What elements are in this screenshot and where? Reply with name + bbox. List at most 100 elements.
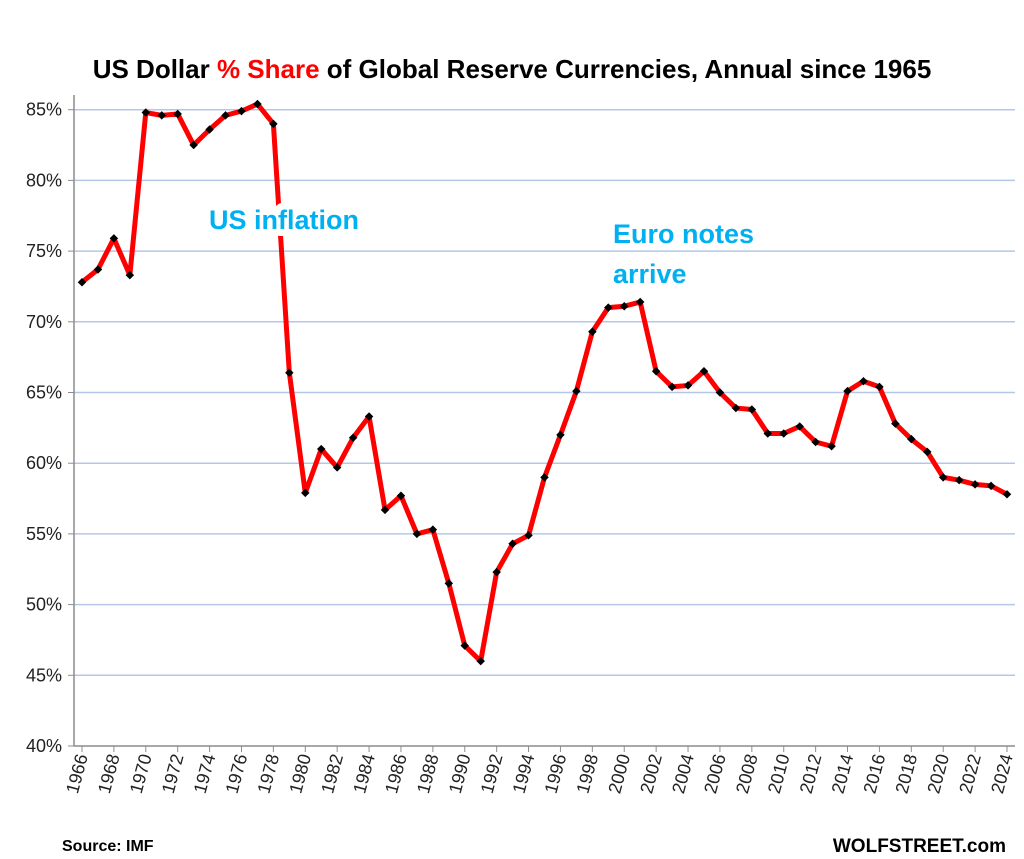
data-point [428,525,438,534]
data-point [253,99,262,109]
x-tick-label: 1984 [349,752,379,796]
annotation-us-inflation: US inflation [209,205,359,235]
data-point [715,388,725,397]
y-tick-label: 60% [26,453,62,473]
data-point [811,437,820,447]
data-point [938,473,948,482]
x-tick-label: 1998 [573,752,603,796]
data-point [524,531,533,540]
data-point [779,429,788,438]
x-tick-label: 1992 [477,752,507,796]
data-point [747,405,757,414]
data-point [970,480,980,489]
x-tick-label: 2022 [955,752,985,796]
x-tick-label: 1980 [285,752,315,796]
data-point [540,473,549,482]
data-point [891,419,900,428]
data-point [476,656,485,666]
y-tick-label: 70% [26,312,62,332]
y-tick-label: 75% [26,241,62,261]
data-point [667,382,677,392]
data-point [332,463,342,472]
x-tick-label: 1994 [509,752,539,796]
x-tick-label: 1982 [317,752,347,796]
data-point [157,111,166,120]
data-point [77,277,87,287]
data-point [237,106,246,116]
data-point [141,108,151,117]
y-tick-label: 45% [26,665,62,685]
data-point [731,403,741,413]
chart-title: US Dollar % Share of Global Reserve Curr… [93,54,932,84]
data-point [651,367,661,376]
annotation-arrive: arrive [613,259,687,289]
x-tick-label: 1988 [413,752,443,796]
data-point [843,386,852,396]
annotation-euro-notes: Euro notes [613,219,754,249]
x-tick-label: 1974 [190,752,220,796]
x-tick-label: 1966 [62,752,92,796]
x-tick-label: 2014 [828,752,858,796]
x-tick-label: 1968 [94,752,124,796]
title-part-3: of Global Reserve Currencies, Annual sin… [320,54,932,84]
data-point [285,368,294,377]
y-axis-ticks: 40% 45% 50% 55% 60% 65% 70% 75% 80% 85% [26,100,74,756]
data-point [93,265,103,274]
gridlines [74,108,1015,677]
y-tick-label: 40% [26,736,62,756]
data-point [508,539,517,549]
x-tick-label: 2024 [987,752,1017,796]
data-point [954,475,964,485]
y-tick-label: 80% [26,170,62,190]
data-point [301,488,310,498]
x-tick-label: 2018 [891,752,921,796]
data-point [316,444,326,454]
series-line [80,101,1009,664]
y-tick-label: 55% [26,524,62,544]
data-point [556,430,565,440]
data-point [635,297,645,307]
data-point [364,412,374,421]
y-tick-label: 85% [26,100,62,120]
data-point [986,481,996,491]
data-point [1002,490,1012,499]
x-tick-label: 2016 [860,752,890,796]
y-tick-label: 65% [26,383,62,403]
x-tick-label: 2020 [923,752,953,796]
x-tick-label: 2012 [796,752,826,796]
title-highlight: % Share [217,54,320,84]
data-point [380,505,390,515]
data-point [109,234,119,243]
data-point [859,376,868,386]
brand-label: WOLFSTREET.com [833,836,1006,857]
data-point [763,429,773,438]
data-point [588,327,597,336]
data-point [907,434,916,444]
data-point [619,302,629,311]
x-tick-label: 2004 [668,752,698,796]
x-tick-label: 1970 [126,752,156,796]
x-tick-label: 1986 [381,752,411,796]
x-axis-ticks: 1966 1968 1970 1972 1974 1976 1978 1980 1982 1984… [62,746,1017,796]
data-point [189,140,198,150]
x-tick-label: 2006 [700,752,730,796]
series-usd-share [77,99,1012,666]
data-point [205,125,214,134]
data-point [173,109,182,119]
data-point [875,382,884,392]
data-point [269,119,278,129]
y-tick-label: 50% [26,595,62,615]
data-point [572,386,581,396]
x-tick-label: 2002 [636,752,666,796]
x-tick-label: 1996 [541,752,571,796]
x-tick-label: 2010 [764,752,794,796]
title-part-1: US Dollar [93,54,217,84]
x-tick-label: 2008 [732,752,762,796]
data-point [492,567,501,577]
data-point [604,303,613,312]
data-point [348,433,358,442]
data-point [795,422,804,431]
data-point [221,111,230,120]
data-point [460,641,470,650]
